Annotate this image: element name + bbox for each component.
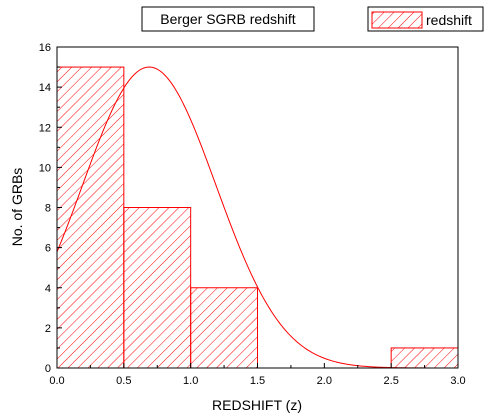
y-tick-label: 10 — [39, 162, 51, 174]
y-tick-label: 8 — [45, 203, 51, 215]
x-axis-title: REDSHIFT (z) — [212, 397, 302, 413]
x-tick-label: 2.5 — [384, 375, 399, 387]
x-tick-label: 0.0 — [49, 375, 64, 387]
y-tick-label: 2 — [45, 323, 51, 335]
x-tick-label: 1.5 — [250, 375, 265, 387]
y-tick-label: 6 — [45, 243, 51, 255]
histogram-bar — [390, 347, 459, 369]
histogram-bars — [56, 66, 459, 369]
y-axis-ticks: 0 2 4 6 8 10 12 14 16 — [39, 42, 62, 375]
legend: redshift — [367, 6, 484, 32]
histogram-bar — [123, 207, 192, 369]
histogram-bar — [56, 66, 125, 369]
chart-title-frame — [141, 6, 315, 32]
y-tick-label: 4 — [45, 283, 51, 295]
legend-label: redshift — [426, 12, 472, 28]
x-tick-label: 2.0 — [317, 375, 332, 387]
chart-title: Berger SGRB redshift — [160, 11, 295, 27]
y-axis-title: No. of GRBs — [9, 168, 25, 247]
y-tick-label: 14 — [39, 82, 51, 94]
y-tick-label: 16 — [39, 42, 51, 54]
histogram-bar — [190, 287, 259, 369]
chart-title-box: Berger SGRB redshift — [141, 6, 315, 32]
y-tick-label: 12 — [39, 122, 51, 134]
y-tick-label: 0 — [45, 363, 51, 375]
x-tick-label: 3.0 — [450, 375, 465, 387]
x-tick-label: 0.5 — [116, 375, 131, 387]
x-tick-label: 1.0 — [183, 375, 198, 387]
legend-swatch — [371, 11, 423, 29]
x-axis-ticks: 0.0 0.5 1.0 1.5 2.0 2.5 3.0 — [49, 363, 466, 387]
